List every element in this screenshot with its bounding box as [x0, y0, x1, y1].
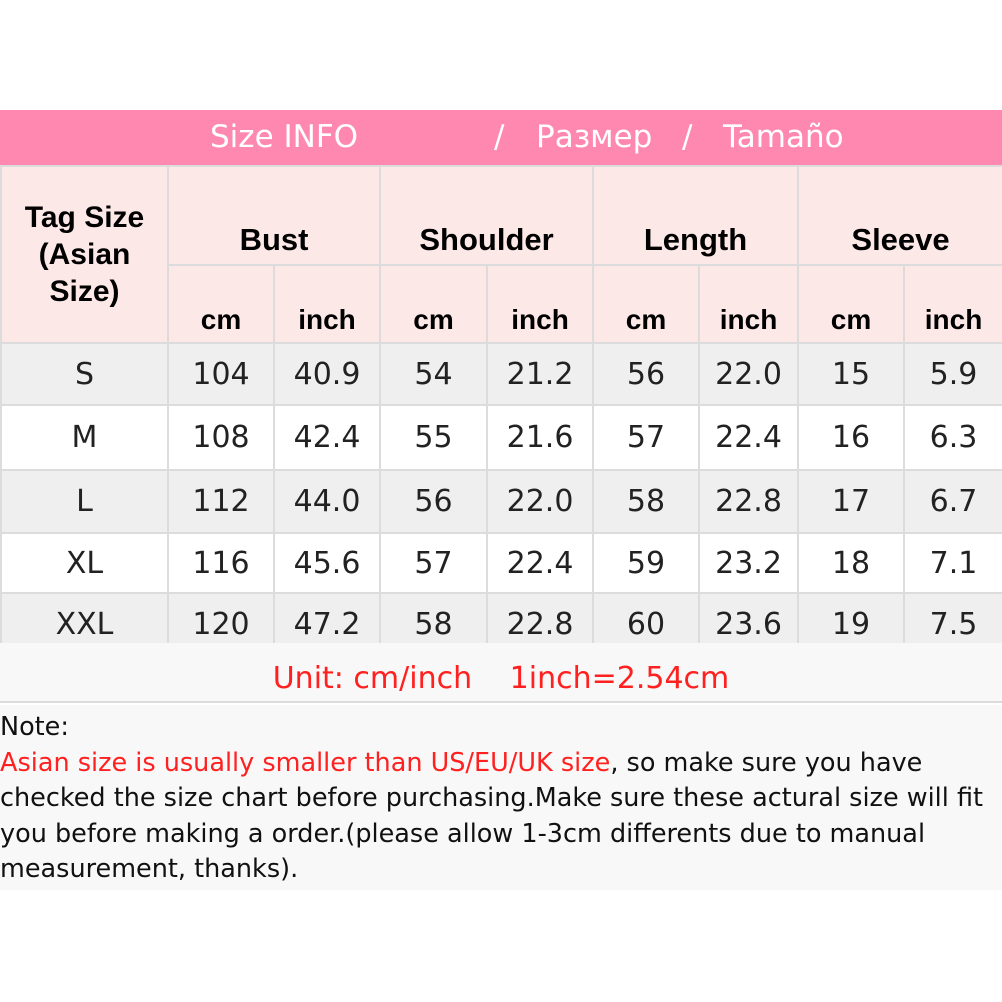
- tag-size-header: Tag Size (Asian Size): [0, 165, 169, 344]
- measurement-cell: 17: [797, 469, 906, 534]
- unit-header-cm: cm: [592, 264, 701, 344]
- note-section: Note: Asian size is usually smaller than…: [0, 705, 1002, 890]
- table-row: S 104 40.9 54 21.2 56 22.0 15 5.9: [0, 342, 1002, 406]
- unit-conversion: 1inch=2.54cm: [509, 661, 730, 696]
- measurement-cell: 59: [592, 532, 701, 594]
- unit-label: Unit: cm/inch: [272, 661, 473, 696]
- measurement-cell: 6.3: [903, 404, 1002, 471]
- measurement-cell: 21.2: [486, 342, 595, 406]
- measurement-cell: 16: [797, 404, 906, 471]
- measurement-cell: 18: [797, 532, 906, 594]
- note-heading: Note:: [0, 712, 69, 742]
- unit-header-inch: inch: [698, 264, 800, 344]
- unit-header-inch: inch: [486, 264, 595, 344]
- shoulder-header: Shoulder: [379, 165, 595, 266]
- size-info-banner: Size INFO / Размер / Tamaño: [0, 110, 1002, 165]
- measurement-cell: 108: [167, 404, 275, 471]
- banner-title-russian: Размер: [536, 119, 653, 155]
- measurement-cell: 45.6: [272, 532, 382, 594]
- size-cell: M: [0, 404, 169, 471]
- banner-title-spanish: Tamaño: [723, 119, 844, 155]
- measurement-cell: 112: [167, 469, 275, 534]
- unit-header-cm: cm: [167, 264, 275, 344]
- measurement-cell: 15: [797, 342, 906, 406]
- unit-header-inch: inch: [272, 264, 382, 344]
- banner-separator: /: [682, 119, 693, 155]
- measurement-cell: 40.9: [272, 342, 382, 406]
- measurement-cell: 22.4: [698, 404, 800, 471]
- measurement-cell: 44.0: [272, 469, 382, 534]
- bust-header: Bust: [166, 165, 382, 266]
- size-cell: S: [0, 342, 169, 406]
- measurement-cell: 5.9: [903, 342, 1002, 406]
- measurement-cell: 21.6: [486, 404, 595, 471]
- note-text: Asian size is usually smaller than US/EU…: [0, 746, 1002, 888]
- size-chart-table: Tag Size (Asian Size) Bust Shoulder Leng…: [0, 165, 1002, 656]
- measurement-cell: 42.4: [272, 404, 382, 471]
- measurement-cell: 57: [379, 532, 489, 594]
- measurement-cell: 57: [592, 404, 701, 471]
- banner-title: Size INFO: [210, 119, 359, 155]
- table-row: L 112 44.0 56 22.0 58 22.8 17 6.7: [0, 469, 1002, 534]
- unit-info: Unit: cm/inch 1inch=2.54cm: [0, 643, 1002, 703]
- measurement-cell: 7.1: [903, 532, 1002, 594]
- measurement-cell: 23.2: [698, 532, 800, 594]
- measurement-cell: 22.8: [698, 469, 800, 534]
- banner-separator: /: [494, 119, 505, 155]
- table-row: M 108 42.4 55 21.6 57 22.4 16 6.3: [0, 404, 1002, 471]
- table-row: XL 116 45.6 57 22.4 59 23.2 18 7.1: [0, 532, 1002, 594]
- note-body: , so make sure you have checked the size…: [0, 747, 984, 885]
- measurement-cell: 104: [167, 342, 275, 406]
- measurement-cell: 6.7: [903, 469, 1002, 534]
- size-cell: XL: [0, 532, 169, 594]
- note-highlight: Asian size is usually smaller than US/EU…: [0, 747, 611, 778]
- measurement-cell: 56: [592, 342, 701, 406]
- unit-header-cm: cm: [797, 264, 906, 344]
- measurement-cell: 54: [379, 342, 489, 406]
- measurement-cell: 22.0: [486, 469, 595, 534]
- sleeve-header: Sleeve: [797, 165, 1002, 266]
- measurement-cell: 22.0: [698, 342, 800, 406]
- measurement-cell: 56: [379, 469, 489, 534]
- measurement-cell: 55: [379, 404, 489, 471]
- length-header: Length: [592, 165, 800, 266]
- measurement-cell: 22.4: [486, 532, 595, 594]
- size-cell: L: [0, 469, 169, 534]
- measurement-cell: 116: [167, 532, 275, 594]
- unit-header-cm: cm: [379, 264, 489, 344]
- measurement-cell: 58: [592, 469, 701, 534]
- unit-header-inch: inch: [903, 264, 1002, 344]
